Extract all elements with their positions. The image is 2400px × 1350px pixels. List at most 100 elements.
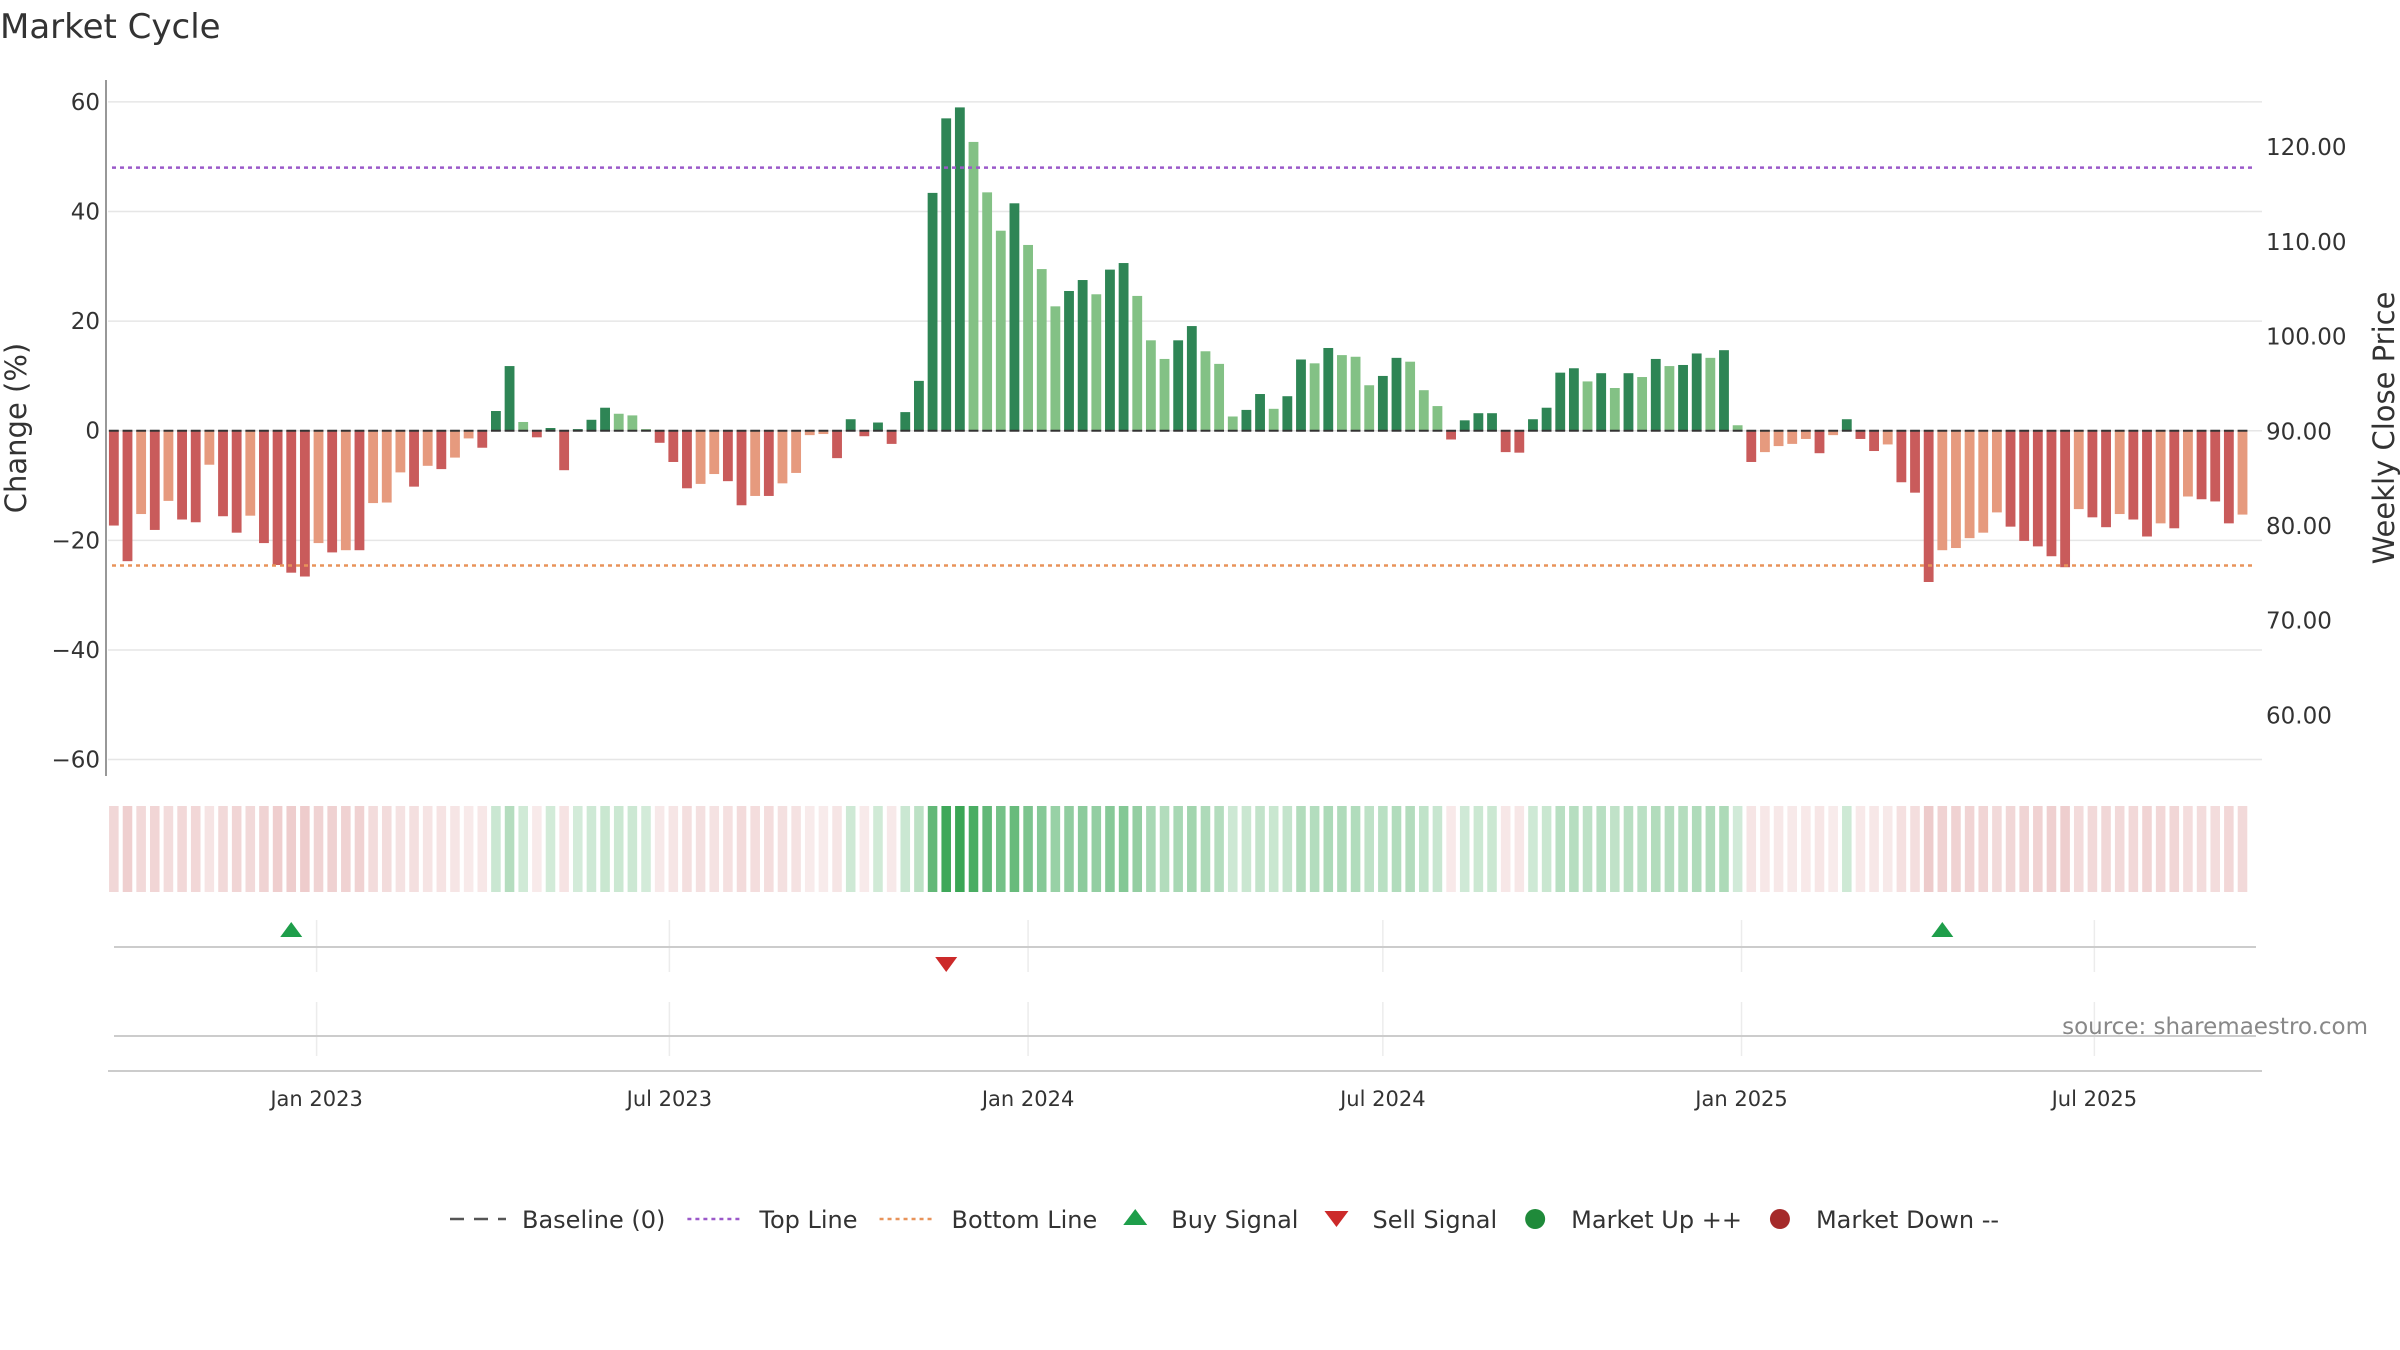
change-bar — [1855, 430, 1866, 439]
change-bar — [1732, 425, 1743, 431]
change-bar — [1746, 430, 1757, 462]
heat-cell — [1459, 806, 1470, 892]
change-bar — [1296, 359, 1306, 431]
change-bar — [914, 380, 924, 431]
change-bar — [491, 411, 501, 431]
change-bar — [1227, 416, 1238, 431]
change-bar — [504, 366, 515, 431]
change-bar — [1991, 430, 2002, 513]
change-bar — [1896, 430, 1907, 483]
change-bar — [1214, 363, 1225, 431]
heat-cell — [845, 806, 856, 892]
heat-cell — [1514, 806, 1525, 892]
change-bar — [1760, 430, 1770, 453]
change-bar — [2196, 430, 2207, 500]
heat-cell — [791, 806, 801, 892]
change-bar — [1200, 351, 1211, 431]
heat-cell — [150, 806, 160, 892]
heat-cell — [1200, 806, 1211, 892]
change-bar — [2046, 430, 2057, 557]
change-bar — [1145, 340, 1156, 431]
heat-cell — [613, 806, 624, 892]
heat-cell — [1132, 806, 1143, 892]
y-right-tick-label: 110.00 — [2266, 230, 2346, 256]
change-bars — [108, 107, 2248, 582]
change-bar — [327, 430, 338, 553]
heat-cell — [900, 806, 911, 892]
change-bar — [709, 430, 720, 475]
change-bar — [873, 422, 883, 431]
change-bar — [1528, 419, 1538, 431]
heat-cell — [491, 806, 501, 892]
heat-cell — [1732, 806, 1743, 892]
heat-cell — [272, 806, 283, 892]
change-bar — [1186, 326, 1197, 431]
change-bar — [1446, 430, 1456, 440]
heat-cell — [245, 806, 256, 892]
heat-cell — [1828, 806, 1838, 892]
change-bar — [982, 192, 993, 431]
change-bar — [2114, 430, 2125, 515]
change-bar — [804, 430, 815, 436]
heat-cell — [982, 806, 992, 892]
heat-cell — [1405, 806, 1415, 892]
change-bar — [2060, 430, 2071, 568]
heat-cell — [2005, 806, 2016, 892]
heat-cell — [327, 806, 337, 892]
change-bar — [1487, 413, 1497, 431]
heat-cell — [723, 806, 733, 892]
change-bar — [1841, 419, 1852, 431]
heat-cell — [436, 806, 447, 892]
heat-cell — [682, 806, 692, 892]
y-left-tick-label: 20 — [71, 309, 100, 335]
change-bar — [1473, 413, 1484, 431]
legend-item-market_up: Market Up ++ — [1525, 1206, 1742, 1234]
change-bar — [1623, 373, 1634, 431]
heat-cell — [1910, 806, 1920, 892]
heat-cell — [1105, 806, 1115, 892]
heat-cell — [1541, 806, 1552, 892]
change-bar — [1023, 244, 1033, 431]
heat-cell — [477, 806, 488, 892]
change-bar — [941, 118, 952, 431]
heat-cell — [286, 806, 297, 892]
change-bar — [409, 430, 419, 487]
heat-cell — [2155, 806, 2166, 892]
heat-cell — [1268, 806, 1279, 892]
heat-cell — [1241, 806, 1252, 892]
heat-cell — [2169, 806, 2180, 892]
legend-item-top_line: Top Line — [687, 1206, 858, 1234]
heat-cell — [545, 806, 556, 892]
change-bar — [1064, 290, 1074, 431]
change-bar — [2183, 430, 2193, 497]
buy-signal-marker — [280, 922, 303, 937]
heat-cell — [1187, 806, 1197, 892]
heat-cell — [1814, 806, 1825, 892]
heat-cell — [2060, 806, 2070, 892]
heat-cell — [122, 806, 133, 892]
heat-cell — [1446, 806, 1456, 892]
heat-cell — [1118, 806, 1129, 892]
change-bar — [2005, 430, 2016, 527]
heat-cell — [654, 806, 665, 892]
reference-lines — [112, 166, 2256, 567]
change-bar — [695, 430, 706, 484]
change-bar — [954, 107, 965, 431]
y-right-tick-label: 100.00 — [2266, 325, 2346, 351]
heat-cell — [1773, 806, 1784, 892]
axes: 60 40 20 0 −20 −40 −60 120.00 110.00 100.00 90.00 8… — [51, 80, 2346, 776]
y-left-tick-label: −40 — [51, 638, 100, 664]
heat-cell — [1050, 806, 1061, 892]
heat-cell — [2142, 806, 2152, 892]
heat-cell — [873, 806, 883, 892]
buy-signal-marker — [1931, 922, 1954, 937]
change-bar — [395, 430, 406, 473]
change-bar — [1800, 430, 1811, 439]
heat-cell — [109, 806, 119, 892]
heat-cell — [1746, 806, 1757, 892]
heat-cell — [1787, 806, 1797, 892]
change-bar — [736, 430, 747, 506]
change-bar — [1678, 364, 1688, 431]
heat-cell — [1664, 806, 1675, 892]
change-bar — [654, 430, 665, 443]
